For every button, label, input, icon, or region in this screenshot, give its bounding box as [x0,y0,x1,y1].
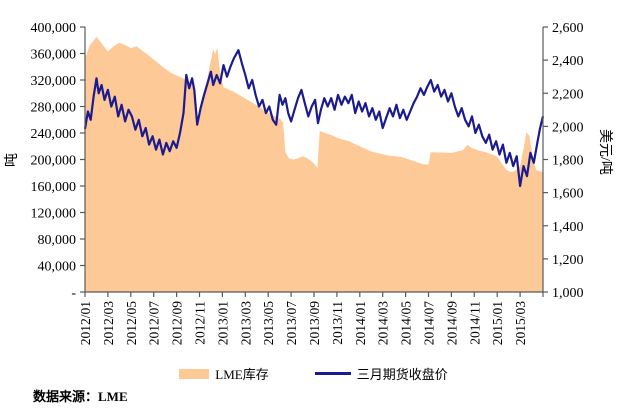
x-axis-tick-label: 2014/05 [399,301,414,346]
x-axis-tick-label: 2012/09 [170,301,185,346]
left-axis-tick-label: 280,000 [31,101,77,116]
right-axis-tick-label: 1,800 [552,154,584,169]
left-axis-tick-label: 240,000 [31,127,77,142]
x-axis-tick-label: 2013/11 [330,301,345,345]
right-axis-tick-label: 2,400 [552,54,584,69]
price-legend-label: 三月期货收盘价 [356,367,448,382]
x-axis-tick-label: 2012/11 [193,301,208,345]
left-axis-tick-label: 400,000 [31,21,77,36]
left-axis-tick-label: 320,000 [31,74,77,89]
legend-item-inventory: LME库存 [179,364,269,383]
x-axis-tick-label: 2013/07 [284,301,299,346]
x-axis-tick-label: 2013/01 [215,301,230,345]
right-axis-title: 美元/吨 [597,129,613,175]
left-axis-title: 吨 [4,153,20,167]
x-axis-tick-label: 2015/03 [513,301,528,346]
x-axis-tick-label: 2014/09 [444,301,459,346]
price-line-series [83,49,545,188]
x-axis-tick-label: 2014/03 [376,301,391,346]
right-axis-tick-label: 2,600 [552,21,584,36]
left-axis-tick-label: 160,000 [31,180,77,195]
x-axis-tick-label: 2015/01 [490,301,505,345]
left-axis-tick-label: 40,000 [38,260,77,275]
price-line-swatch [314,372,351,375]
x-axis-tick-label: 2013/05 [261,301,276,346]
inventory-area-series [85,36,543,293]
left-axis-tick-label: 200,000 [31,154,77,169]
x-axis-tick-label: 2014/01 [353,301,368,345]
legend: LME库存 三月期货收盘价 [0,364,627,383]
x-axis-tick-label: 2012/05 [124,301,139,346]
right-axis-tick-label: 1,400 [552,220,584,235]
left-axis-tick-label: 120,000 [31,207,77,222]
legend-item-price: 三月期货收盘价 [314,364,448,383]
inventory-area-swatch [179,368,210,379]
x-axis-tick-label: 2012/01 [78,301,93,345]
left-axis-tick-label: 360,000 [31,48,77,63]
right-axis-tick-label: 2,000 [552,120,584,135]
right-axis-tick-label: 1,000 [552,286,584,301]
source-note: 数据来源：LME [33,389,128,404]
x-axis-tick-label: 2013/09 [307,301,322,346]
inventory-legend-label: LME库存 [215,367,269,382]
x-axis-tick-label: 2014/07 [422,301,437,346]
right-axis-tick-label: 1,600 [552,187,584,202]
x-axis-tick-label: 2014/11 [467,301,482,345]
x-axis-tick-label: 2012/07 [147,301,162,346]
right-axis-tick-label: 2,200 [552,87,584,102]
x-axis-tick-label: 2013/03 [238,301,253,346]
left-axis-tick-label: 80,000 [38,233,77,248]
x-axis-tick-label: 2012/03 [101,301,116,346]
right-axis-tick-label: 1,200 [552,253,584,268]
left-axis-tick-label: - [71,286,76,301]
